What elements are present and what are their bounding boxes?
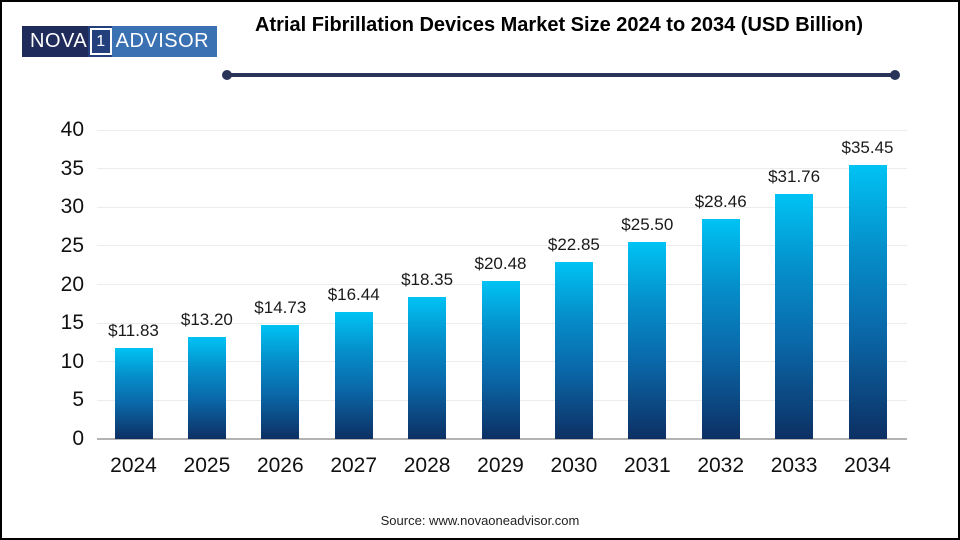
- underline-right-dot: [890, 70, 900, 80]
- bar-value-label-2025: $13.20: [180, 310, 233, 330]
- gridline-y-35: [97, 168, 907, 170]
- bar-value-label-2031: $25.50: [621, 215, 674, 235]
- y-tick-label-0: 0: [72, 427, 84, 450]
- gridline-y-30: [97, 206, 907, 208]
- bar-2029: [481, 280, 520, 439]
- bar-value-label-2026: $14.73: [254, 298, 307, 318]
- bar-2031: [628, 242, 667, 439]
- x-tick-label-2033: 2033: [770, 454, 818, 477]
- bar-2026: [261, 325, 300, 439]
- bar-chart-plot-area: $11.83 $13.20 $14.73 $16.44 $18.35 $20.48 $22.…: [97, 129, 907, 440]
- bar-value-label-2029: $20.48: [474, 253, 527, 273]
- underline-left-dot: [222, 70, 232, 80]
- logo-text-advisor: ADVISOR: [111, 26, 218, 57]
- bar-2025: [187, 337, 226, 439]
- bar-value-label-2027: $16.44: [327, 285, 380, 305]
- bar-value-label-2030: $22.85: [547, 235, 600, 255]
- x-tick-label-2031: 2031: [623, 454, 671, 477]
- y-tick-label-35: 35: [60, 156, 84, 180]
- logo-text-nova: NOVA: [22, 26, 91, 57]
- chart-title: Atrial Fibrillation Devices Market Size …: [255, 14, 863, 36]
- bar-2032: [701, 219, 740, 439]
- x-tick-label-2034: 2034: [844, 454, 891, 477]
- brand-logo: NOVA 1 ADVISOR: [22, 26, 218, 57]
- bar-2033: [775, 193, 814, 439]
- x-axis-baseline: [97, 438, 907, 440]
- y-tick-label-15: 15: [60, 311, 84, 335]
- bar-value-label-2024: $11.83: [108, 320, 159, 340]
- y-tick-label-5: 5: [72, 388, 84, 412]
- x-tick-label-2024: 2024: [110, 454, 157, 477]
- bar-2024: [114, 347, 153, 439]
- x-tick-label-2027: 2027: [330, 454, 378, 477]
- x-tick-label-2028: 2028: [403, 454, 451, 477]
- logo-number-one-box: 1: [88, 26, 114, 57]
- x-tick-label-2026: 2026: [256, 454, 304, 477]
- y-tick-label-30: 30: [60, 195, 84, 219]
- gridline-y-25: [97, 245, 907, 247]
- bar-value-label-2033: $31.76: [768, 166, 821, 186]
- x-tick-label-2030: 2030: [550, 454, 598, 477]
- x-tick-label-2032: 2032: [697, 454, 745, 477]
- gridline-y-40: [97, 129, 907, 131]
- bar-2028: [408, 297, 447, 439]
- x-tick-label-2029: 2029: [477, 454, 524, 477]
- bar-2027: [334, 312, 373, 439]
- x-tick-label-2025: 2025: [183, 454, 231, 477]
- bar-value-label-2028: $18.35: [401, 270, 454, 290]
- bar-value-label-2034: $35.45: [841, 138, 894, 158]
- bar-value-label-2032: $28.46: [694, 192, 747, 212]
- y-tick-label-20: 20: [60, 272, 84, 296]
- title-underline-rule: [222, 70, 900, 80]
- y-tick-label-10: 10: [60, 349, 84, 373]
- y-tick-label-25: 25: [60, 233, 84, 257]
- y-tick-label-40: 40: [60, 118, 84, 141]
- bar-2034: [848, 165, 887, 439]
- bar-2030: [554, 262, 593, 439]
- source-attribution: Source: www.novaoneadvisor.com: [380, 513, 580, 528]
